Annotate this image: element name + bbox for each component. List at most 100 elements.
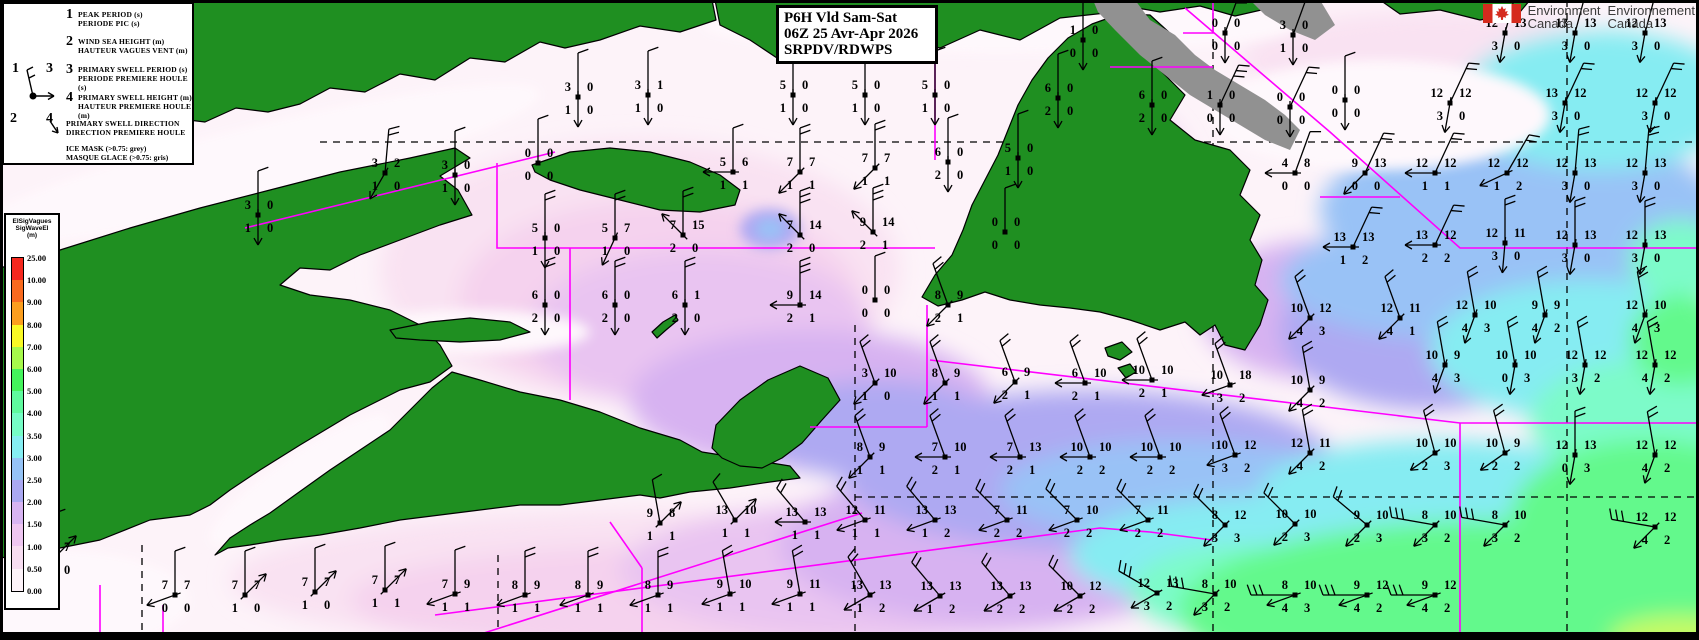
svg-text:7: 7 [162, 578, 168, 592]
colorbar-label: 5.00 [27, 386, 42, 397]
svg-text:0: 0 [554, 288, 560, 302]
station: 10 10 2 3 [1409, 403, 1457, 473]
legend-num: 2 [66, 34, 73, 49]
svg-text:2: 2 [1007, 463, 1013, 477]
station: 8 9 1 1 [496, 546, 540, 615]
svg-text:8: 8 [1422, 508, 1428, 522]
colorbar-label: 10.00 [27, 275, 47, 286]
svg-text:2: 2 [532, 311, 538, 325]
svg-text:9: 9 [954, 366, 960, 380]
svg-text:3: 3 [1562, 251, 1568, 265]
svg-text:18: 18 [1239, 368, 1252, 382]
svg-text:10: 10 [1376, 508, 1389, 522]
svg-text:12: 12 [1626, 156, 1639, 170]
svg-text:12: 12 [1566, 348, 1579, 362]
svg-text:9: 9 [717, 577, 723, 591]
svg-text:10: 10 [1654, 298, 1667, 312]
station: 7 7 1 1 [853, 119, 890, 190]
svg-text:1: 1 [694, 288, 700, 302]
svg-text:0: 0 [64, 563, 70, 577]
svg-text:6: 6 [1139, 88, 1145, 102]
svg-text:10: 10 [1169, 440, 1182, 454]
svg-text:2: 2 [602, 311, 608, 325]
svg-text:12: 12 [1486, 226, 1499, 240]
station: 10 18 3 2 [1201, 336, 1252, 405]
station: 10 10 2 2 [1059, 408, 1112, 477]
legend-en: PEAK PERIOD (s) [78, 10, 143, 19]
svg-text:2: 2 [1554, 321, 1560, 335]
svg-text:1: 1 [635, 101, 641, 115]
station: 9 12 4 2 [1386, 578, 1457, 615]
svg-text:2: 2 [879, 601, 885, 615]
station: 3 101 0 [853, 334, 897, 405]
svg-text:10: 10 [1161, 363, 1174, 377]
svg-text:13: 13 [1019, 579, 1032, 593]
svg-text:0: 0 [1374, 179, 1380, 193]
svg-text:0: 0 [944, 78, 950, 92]
svg-text:7: 7 [442, 577, 448, 591]
svg-text:0: 0 [1514, 39, 1520, 53]
station: 13 13 1 2 [906, 476, 957, 540]
svg-text:0: 0 [1354, 83, 1360, 97]
svg-text:11: 11 [1016, 503, 1028, 517]
colorbar-segment [12, 324, 23, 347]
colorbar-segment [12, 368, 23, 392]
svg-text:3: 3 [1484, 321, 1490, 335]
svg-text:10: 10 [1484, 298, 1497, 312]
colorbar-segment [12, 280, 23, 303]
svg-text:2: 2 [1354, 531, 1360, 545]
svg-text:10: 10 [1061, 579, 1074, 593]
colorbar-label: 2.00 [27, 497, 42, 508]
station: 12 13 3 0 [1626, 196, 1667, 275]
svg-text:1: 1 [742, 178, 748, 192]
station: 8 9 2 1 [926, 256, 963, 327]
canada-flag-icon [1482, 4, 1521, 23]
svg-text:6: 6 [672, 288, 678, 302]
svg-text:9: 9 [957, 288, 963, 302]
svg-text:2: 2 [949, 602, 955, 616]
svg-text:0: 0 [464, 158, 470, 172]
svg-text:10: 10 [1524, 348, 1537, 362]
svg-text:0: 0 [267, 198, 273, 212]
svg-text:6: 6 [935, 145, 941, 159]
svg-text:0: 0 [1354, 106, 1360, 120]
svg-text:10: 10 [1099, 440, 1112, 454]
colorbar-title-en: SigWaveEl [15, 225, 49, 232]
svg-text:2: 2 [787, 241, 793, 255]
svg-text:14: 14 [809, 288, 822, 302]
svg-text:12: 12 [1234, 508, 1247, 522]
svg-text:0: 0 [1654, 251, 1660, 265]
colorbar-segment [12, 568, 23, 591]
svg-text:2: 2 [1067, 602, 1073, 616]
station: 12 133 2 [1118, 560, 1179, 613]
svg-text:2: 2 [1422, 251, 1428, 265]
svg-text:2: 2 [1594, 371, 1600, 385]
station: 10 9 4 3 [1426, 315, 1460, 394]
svg-text:2: 2 [1362, 253, 1368, 267]
svg-text:2: 2 [1016, 526, 1022, 540]
svg-text:0: 0 [1282, 179, 1288, 193]
station: 7 7 1 1 [372, 541, 407, 610]
svg-text:0: 0 [992, 238, 998, 252]
svg-text:1: 1 [787, 600, 793, 614]
station: 7 14 2 0 [778, 186, 822, 255]
colorbar-segment [12, 457, 23, 480]
svg-text:1: 1 [787, 178, 793, 192]
svg-text:10: 10 [1094, 366, 1107, 380]
colorbar-label: 25.00 [27, 253, 47, 263]
svg-text:9: 9 [879, 440, 885, 454]
land-anticosti [531, 147, 741, 213]
svg-text:10: 10 [1486, 436, 1499, 450]
svg-text:1: 1 [852, 526, 858, 540]
svg-text:11: 11 [874, 503, 886, 517]
svg-text:13: 13 [716, 503, 729, 517]
svg-text:10: 10 [1141, 440, 1154, 454]
svg-text:12: 12 [1556, 156, 1569, 170]
svg-text:8: 8 [512, 578, 518, 592]
svg-text:12: 12 [1626, 298, 1639, 312]
svg-text:0: 0 [1070, 46, 1076, 60]
svg-text:13: 13 [1584, 16, 1597, 30]
station: 0 0 0 0 [862, 251, 890, 320]
svg-text:3: 3 [1642, 109, 1648, 123]
svg-text:3: 3 [1444, 459, 1450, 473]
